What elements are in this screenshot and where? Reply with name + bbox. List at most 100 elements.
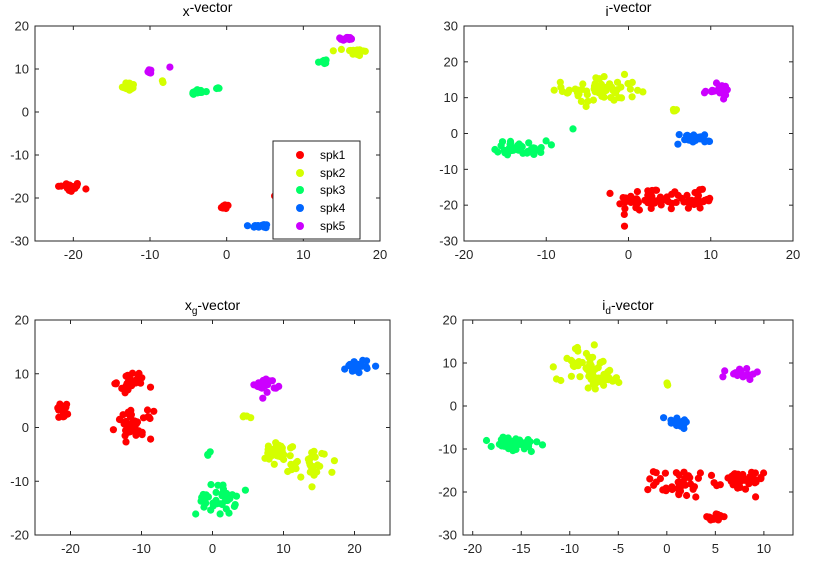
point-spk1	[690, 200, 698, 209]
point-spk5	[746, 375, 754, 384]
point-spk1	[694, 195, 702, 203]
point-spk2	[589, 96, 598, 104]
point-spk2	[287, 444, 295, 452]
point-spk1	[757, 473, 765, 482]
point-spk1	[652, 469, 660, 477]
point-spk3	[547, 141, 556, 149]
point-spk2	[316, 462, 324, 470]
point-spk2	[600, 73, 608, 81]
point-spk2	[597, 358, 605, 366]
point-spk1	[55, 182, 63, 190]
point-spk1	[130, 377, 138, 385]
point-spk2	[330, 457, 338, 465]
point-spk3	[213, 500, 221, 508]
point-spk1	[667, 205, 675, 213]
panel-title: i-vector	[606, 0, 652, 19]
point-spk2	[328, 468, 336, 476]
scatter-points	[491, 70, 731, 230]
point-spk2	[311, 453, 319, 461]
point-spk2	[552, 375, 561, 383]
x-tick-label: -5	[613, 541, 625, 556]
point-spk2	[568, 357, 576, 365]
point-spk1	[606, 189, 614, 197]
point-spk1	[668, 190, 676, 198]
point-spk2	[571, 85, 579, 93]
point-spk4	[683, 131, 691, 139]
point-spk2	[626, 85, 635, 93]
point-spk5	[719, 373, 727, 381]
point-spk3	[512, 445, 520, 453]
point-spk2	[582, 102, 590, 111]
point-spk5	[708, 88, 716, 96]
point-spk3	[515, 140, 523, 148]
point-spk1	[620, 222, 629, 230]
point-spk2	[329, 47, 337, 55]
point-spk2	[310, 471, 318, 479]
panel-title: id-vector	[602, 297, 654, 317]
point-spk5	[732, 369, 740, 377]
point-spk2	[125, 79, 133, 87]
point-spk1	[118, 384, 126, 392]
point-spk5	[259, 394, 267, 402]
x-tick-label: -10	[537, 247, 556, 262]
point-spk5	[342, 35, 350, 43]
point-spk1	[55, 406, 63, 414]
scatter-points	[55, 33, 369, 232]
point-spk1	[633, 200, 641, 209]
legend: spk1 spk2 spk3 spk4 spk5	[272, 140, 361, 240]
point-spk3	[523, 149, 531, 157]
point-spk3	[222, 496, 230, 504]
point-spk2	[563, 89, 571, 97]
point-spk2	[293, 457, 301, 466]
y-tick-label: 20	[15, 313, 29, 328]
y-tick-label: -30	[10, 234, 29, 249]
point-spk5	[721, 367, 729, 375]
point-spk2	[280, 455, 288, 464]
point-spk2	[310, 447, 318, 455]
point-spk1	[752, 478, 760, 486]
point-spk2	[610, 96, 618, 104]
point-spk2	[286, 452, 294, 460]
legend-box	[272, 140, 361, 240]
x-tick-label: 0	[625, 247, 632, 262]
legend-label-spk1: spk1	[320, 148, 346, 162]
y-tick-label: 20	[444, 54, 458, 69]
point-spk4	[701, 131, 709, 139]
point-spk1	[645, 191, 653, 199]
point-spk3	[213, 84, 221, 93]
point-spk1	[627, 198, 635, 206]
point-spk1	[56, 400, 64, 408]
point-spk2	[583, 87, 591, 95]
point-spk2	[613, 78, 622, 86]
point-spk3	[499, 433, 507, 441]
legend-marker-spk3	[296, 186, 304, 194]
point-spk2	[240, 412, 248, 420]
point-spk2	[261, 454, 269, 462]
x-tick-label: -10	[132, 541, 151, 556]
point-spk3	[506, 140, 514, 148]
point-spk5	[717, 83, 725, 91]
x-tick-label: -15	[512, 541, 531, 556]
x-tick-label: 20	[373, 247, 387, 262]
legend-entry-spk2: spk2	[296, 166, 346, 180]
y-tick-label: 0	[22, 420, 29, 435]
point-spk1	[696, 204, 704, 212]
point-spk2	[305, 458, 313, 466]
point-spk2	[590, 379, 599, 387]
point-spk1	[741, 485, 750, 493]
point-spk2	[287, 460, 295, 468]
point-spk1	[694, 474, 703, 482]
point-spk2	[663, 380, 672, 388]
point-spk2	[567, 372, 576, 380]
y-tick-label: -10	[438, 442, 457, 457]
legend-entry-spk3: spk3	[296, 183, 346, 197]
point-spk3	[525, 139, 533, 147]
y-tick-label: 10	[15, 62, 29, 77]
point-spk2	[620, 70, 629, 78]
axes-box	[34, 25, 381, 242]
axes-box	[463, 25, 794, 242]
point-spk2	[584, 384, 592, 392]
point-spk1	[692, 493, 700, 501]
point-spk1	[731, 479, 739, 488]
y-tick-label: 0	[22, 105, 29, 120]
